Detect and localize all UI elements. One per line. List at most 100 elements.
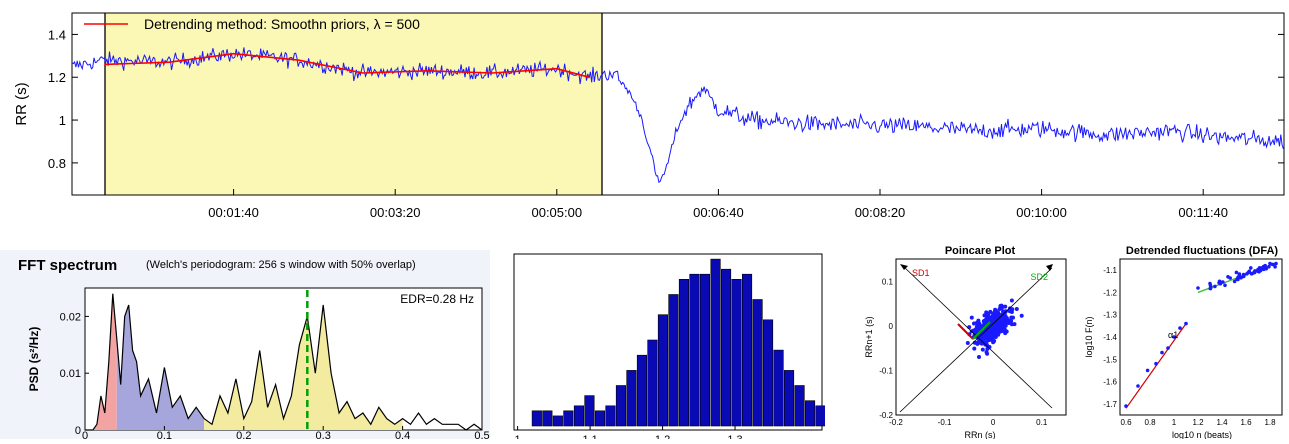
fft-psd-line [85,293,483,431]
histogram-bar [710,258,721,427]
rr-signal-line [71,47,1284,184]
histogram-bar [689,273,700,427]
dfa-x-ticks: 0.6 0.8 1 1.2 1.4 1.6 1.8 [1120,418,1276,427]
poincare-point [972,321,976,326]
rr-y-ticks: 1.4 1.2 1 0.8 [48,27,1284,171]
poincare-x-ticks: -0.2 -0.1 0 0.1 [889,418,1048,427]
dfa-point [1268,261,1272,266]
poincare-point [1014,307,1019,311]
poincare-x-tick-label: 0 [991,418,996,427]
histogram-bar [531,410,542,427]
fft-y-ticks: 0.02 0.01 0 [60,311,89,437]
poincare-point [1009,298,1014,303]
fft-band-hf [204,305,403,430]
poincare-perpendicular-line [903,266,1053,409]
histogram-bar [742,273,753,427]
poincare-point [977,355,981,359]
rr-y-tick-label: 1.4 [48,27,66,42]
poincare-point [1000,318,1005,323]
dfa-point [1237,274,1242,278]
dfa-y-tick-label: -1.2 [1103,288,1117,297]
histogram-bar [573,405,584,427]
rr-timeseries-panel: 1.4 1.2 1 0.8 00:01:40 00:03:20 00:05:00 00:06… [13,12,1285,220]
alpha1-label: α1 [1168,330,1178,340]
dfa-x-tick-label: 0.8 [1144,418,1156,427]
dfa-point [1213,284,1217,289]
poincare-point [1009,315,1014,320]
fft-subtitle: (Welch's periodogram: 256 s window with … [146,259,416,271]
dfa-point [1256,269,1260,274]
histogram-bar [615,385,626,427]
dfa-point [1184,321,1188,326]
dfa-point [1145,368,1150,373]
fft-spectrum-chart: FFT spectrum (Welch's periodogram: 256 s… [0,250,490,442]
poincare-y-tick-label: 0.1 [882,277,894,286]
poincare-point [986,311,991,316]
fft-y-tick-label: 0.02 [60,311,81,323]
poincare-point [1009,322,1014,327]
fft-x-tick-label: 0.5 [474,430,489,439]
sd2-label: SD2 [1030,272,1048,282]
fft-x-tick-label: 0 [82,430,88,439]
poincare-point [1002,328,1007,333]
legend-trend-label: Detrending method: Smoothn priors, λ = 5… [144,16,420,32]
dfa-x-tick-label: 1 [1172,418,1177,427]
histogram-x-tick-label: 1.1 [582,434,597,439]
analysis-window-selection[interactable] [105,13,602,195]
rr-x-ticks: 00:01:40 00:03:20 00:05:00 00:06:40 00:08:20… [208,189,1228,220]
dfa-point [1249,266,1253,270]
sd2-axis-line [972,321,991,340]
dfa-point [1160,350,1164,355]
dfa-x-tick-label: 0.6 [1120,418,1132,427]
poincare-point [1019,313,1024,318]
histogram-bar [731,278,742,427]
rr-x-tick-label: 00:03:20 [370,205,421,220]
dfa-point [1264,266,1268,271]
poincare-point [982,313,987,318]
poincare-points [965,298,1024,359]
dfa-point [1253,269,1257,273]
fft-x-tick-label: 0.2 [236,430,251,439]
histogram-bar [815,405,826,427]
histogram-bar [647,339,658,427]
dfa-y-tick-label: -1.5 [1103,355,1117,364]
histogram-bar [668,294,679,427]
poincare-point [972,346,977,351]
histogram-bar [584,395,595,427]
dfa-point [1196,286,1200,290]
sd1-axis-line [957,323,974,340]
rr-trend-line [104,52,590,78]
poincare-x-tick-label: 0.1 [1036,418,1048,427]
poincare-y-tick-label: -0.1 [879,366,893,375]
fft-y-tick-label: 0.01 [60,368,81,380]
poincare-point [1008,318,1013,323]
poincare-y-tick-label: -0.2 [879,411,893,420]
sd1-label: SD1 [912,268,930,278]
dfa-point [1172,335,1176,339]
poincare-point [984,336,989,341]
rr-x-tick-label: 00:08:20 [855,205,906,220]
fft-y-axis-label: PSD (s²/Hz) [27,327,41,392]
rr-histogram-chart: 1 1.1 1.2 1.3 [513,253,826,444]
histogram-bar [699,273,710,427]
fft-x-tick-label: 0.1 [157,430,172,439]
dfa-point [1208,283,1213,288]
fft-title: FFT spectrum [18,257,117,274]
rr-timeseries-chart: 1.4 1.2 1 0.8 00:01:40 00:03:20 00:05:00 00:06… [13,12,1285,220]
poincare-point [975,320,980,325]
dfa-plot-frame [1119,258,1283,416]
dfa-y-axis-label: log10 F(n) [1084,316,1094,357]
histogram-bar [783,370,795,427]
dfa-chart: Detrended fluctuations (DFA) α1 -1.1 -1.2… [1084,245,1283,440]
fft-x-tick-label: 0.4 [395,430,410,439]
dfa-point [1218,281,1223,286]
histogram-bar [678,278,689,427]
rr-y-tick-label: 0.8 [48,156,66,171]
poincare-point [987,328,992,333]
rr-x-tick-label: 00:01:40 [208,205,259,220]
poincare-point [996,317,1001,322]
poincare-point [976,340,981,345]
dfa-x-tick-label: 1.4 [1216,418,1228,427]
dfa-point [1228,276,1232,280]
histogram-x-tick-label: 1.2 [655,434,670,439]
